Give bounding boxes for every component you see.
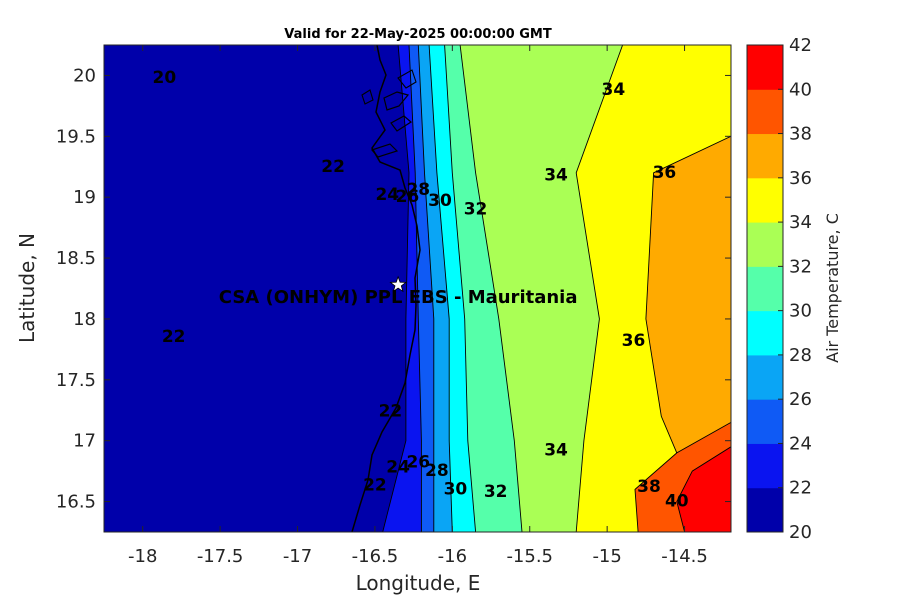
colorbar-tick-label: 28: [789, 345, 812, 366]
band-36: [645, 45, 731, 453]
contour-label: 32: [464, 199, 488, 219]
isotherm-32: [459, 45, 523, 532]
isotherm-34: [575, 45, 624, 532]
contour-label: 40: [665, 492, 689, 512]
colorbar-tick-label: 30: [789, 301, 812, 322]
colorbar-swatch: [747, 89, 783, 135]
station-label: CSA (ONHYM) PPL EBS - Mauritania: [219, 287, 578, 308]
y-tick-label: 17.5: [56, 370, 96, 391]
isotherm-28: [428, 45, 453, 532]
isotherm-26: [417, 45, 435, 532]
x-tick-label: -16: [438, 546, 467, 567]
colorbar-swatch: [747, 222, 783, 267]
y-axis-label: Latitude, N: [15, 233, 39, 343]
y-tick-label: 18.5: [56, 248, 96, 269]
contour-label: 34: [544, 165, 568, 185]
band-40: [676, 45, 731, 532]
colorbar-tick-label: 40: [789, 79, 812, 100]
contour-label: 38: [637, 477, 661, 497]
colorbar-tick-label: 24: [789, 433, 812, 454]
colorbar-swatch: [747, 399, 783, 444]
colorbar-tick-label: 34: [789, 212, 812, 233]
x-tick-label: -17: [283, 546, 312, 567]
contour-label: 28: [406, 180, 430, 200]
plot-area: 2022222222242426262828303032323434343636…: [104, 45, 731, 532]
x-tick-label: -15.5: [506, 546, 553, 567]
contour-label: 24: [375, 185, 399, 205]
colorbar-tick-label: 32: [789, 256, 812, 277]
colorbar: 20 22 24 26 28 30 32 34 36 38 40 42: [746, 35, 812, 543]
colorbar-tick-label: 22: [789, 478, 812, 499]
contour-label: 26: [406, 453, 430, 473]
colorbar-tick-label: 42: [789, 35, 812, 56]
chart-title: Valid for 22-May-2025 00:00:00 GMT: [284, 27, 552, 42]
colorbar-swatch: [747, 443, 783, 489]
x-tick-label: -14.5: [661, 546, 708, 567]
colorbar-swatch: [747, 487, 783, 533]
contour-label: 34: [544, 440, 568, 460]
y-tick-label: 19: [73, 187, 96, 208]
colorbar-frame: [746, 44, 784, 533]
y-tick-label: 18: [73, 309, 96, 330]
colorbar-label: Air Temperature, C: [823, 213, 842, 363]
contour-label: 20: [153, 68, 177, 88]
colorbar-swatch: [747, 177, 783, 223]
contour-label: 34: [602, 80, 626, 100]
y-tick-label: 17: [73, 431, 96, 452]
isotherm-22: [382, 45, 410, 532]
colorbar-swatch: [747, 133, 783, 179]
contour-label: 22: [363, 476, 387, 496]
x-tick-label: -16.5: [352, 546, 399, 567]
isotherm-36: [645, 135, 731, 454]
contour-label: 22: [379, 401, 403, 421]
colorbar-swatch: [747, 266, 783, 312]
colorbar-swatch: [747, 354, 783, 400]
isotherm-38: [634, 422, 731, 532]
isotherm-40: [676, 446, 731, 532]
contour-label: 32: [484, 482, 508, 502]
x-axis: -18 -17.5 -17 -16.5 -16 -15.5 -15 -14.5: [128, 45, 708, 567]
colorbar-tick-label: 26: [789, 389, 812, 410]
contour-label: 22: [162, 327, 186, 347]
y-tick-label: 20: [73, 65, 96, 86]
colorbar-swatch: [747, 310, 783, 356]
x-tick-label: -15: [592, 546, 621, 567]
isotherm-30: [444, 45, 477, 532]
x-axis-label: Longitude, E: [356, 571, 481, 595]
plot-frame: [103, 44, 732, 533]
station-star-icon: [389, 275, 407, 293]
contour-label: 24: [386, 457, 410, 477]
colorbar-tick-label: 20: [789, 522, 812, 543]
contour-label: 28: [425, 461, 449, 481]
x-tick-label: -17.5: [197, 546, 244, 567]
contour-label: 26: [396, 187, 420, 207]
isotherm-24: [408, 45, 422, 532]
y-tick-label: 19.5: [56, 126, 96, 147]
contour-label: 30: [428, 191, 452, 211]
y-tick-label: 16.5: [56, 492, 96, 513]
contour-label: 30: [444, 479, 468, 499]
colorbar-tick-label: 38: [789, 124, 812, 145]
x-tick-label: -18: [128, 546, 157, 567]
contour-label: 36: [622, 331, 646, 351]
colorbar-tick-label: 36: [789, 168, 812, 189]
y-axis: 16.5 17 17.5 18 18.5 19 19.5 20: [56, 65, 731, 513]
contour-label: 22: [321, 157, 345, 177]
colorbar-swatch: [747, 45, 783, 90]
contour-label: 36: [653, 163, 677, 183]
coastline: [351, 45, 421, 532]
